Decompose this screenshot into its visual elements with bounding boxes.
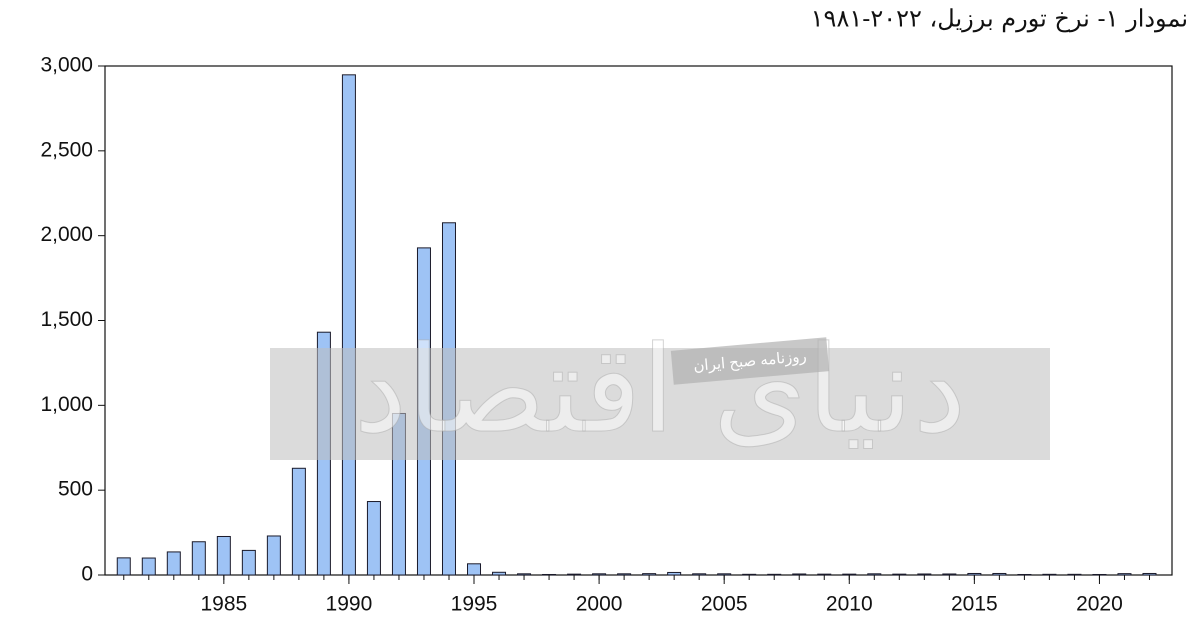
bar [1142, 572, 1157, 576]
bar [216, 535, 231, 576]
x-tick-label: 2010 [826, 593, 873, 616]
bar [767, 573, 782, 576]
bar [1117, 573, 1132, 576]
y-tick-label: 2,500 [40, 138, 93, 161]
watermark-band [270, 348, 1050, 460]
x-tick-label: 2015 [951, 593, 998, 616]
y-tick-label: 1,000 [40, 393, 93, 416]
bar [1042, 573, 1057, 576]
bar [617, 573, 632, 576]
bar [842, 573, 857, 576]
bar [542, 573, 557, 576]
bar [291, 467, 306, 576]
bar [867, 573, 882, 576]
x-tick-label: 1995 [451, 593, 498, 616]
bar [166, 551, 181, 576]
y-tick-label: 500 [58, 478, 93, 501]
bar [266, 535, 281, 576]
bar [967, 572, 982, 576]
bar [892, 573, 907, 576]
watermark: دنیای اقتصاد روزنامه صبح ایران [270, 321, 1050, 461]
bar [592, 573, 607, 576]
bar [116, 557, 131, 576]
watermark-tag-box [670, 337, 830, 385]
y-tick-label: 3,000 [40, 54, 93, 77]
bar [1067, 573, 1082, 576]
bar [667, 571, 682, 576]
bar [942, 573, 957, 576]
bar [992, 572, 1007, 576]
bar [567, 573, 582, 576]
x-tick-label: 1985 [200, 593, 247, 616]
x-tick-label: 2020 [1076, 593, 1123, 616]
bar [191, 541, 206, 576]
x-tick-label: 1990 [326, 593, 373, 616]
chart-title: نمودار ۱- نرخ تورم برزیل، ۲۰۲۲-۱۹۸۱ [811, 5, 1188, 33]
bar [1017, 573, 1032, 576]
y-tick-label: 2,000 [40, 223, 93, 246]
y-tick-label: 1,500 [40, 308, 93, 331]
x-tick-label: 2000 [576, 593, 623, 616]
bar [792, 573, 807, 576]
watermark-brand: دنیای اقتصاد [354, 321, 967, 460]
bar [917, 573, 932, 576]
bar [141, 557, 156, 576]
bar [467, 563, 482, 576]
bar [241, 549, 256, 576]
bar [692, 573, 707, 576]
bar [817, 573, 832, 576]
bar [492, 571, 507, 576]
x-tick-label: 2005 [701, 593, 748, 616]
bar [1092, 573, 1107, 576]
bar [742, 573, 757, 576]
bar [717, 573, 732, 576]
bar [517, 573, 532, 576]
bar [366, 501, 381, 576]
bar [642, 573, 657, 576]
y-tick-label: 0 [81, 563, 93, 586]
